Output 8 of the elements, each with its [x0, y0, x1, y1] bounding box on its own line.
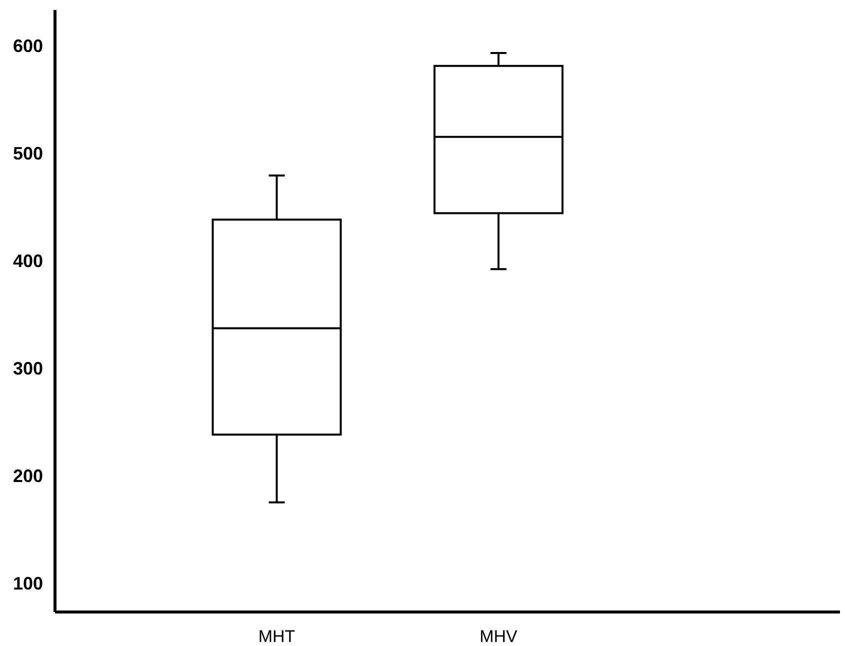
- y-tick-label: 200: [12, 466, 43, 486]
- y-tick-label: 500: [12, 143, 43, 164]
- y-tick-label: 600: [12, 36, 43, 56]
- y-tick-label: 400: [12, 250, 43, 271]
- x-tick-label: MHT: [258, 626, 296, 646]
- y-tick-label: 100: [12, 573, 43, 594]
- x-tick-label: MHV: [480, 626, 518, 646]
- y-tick-label: 300: [12, 358, 43, 378]
